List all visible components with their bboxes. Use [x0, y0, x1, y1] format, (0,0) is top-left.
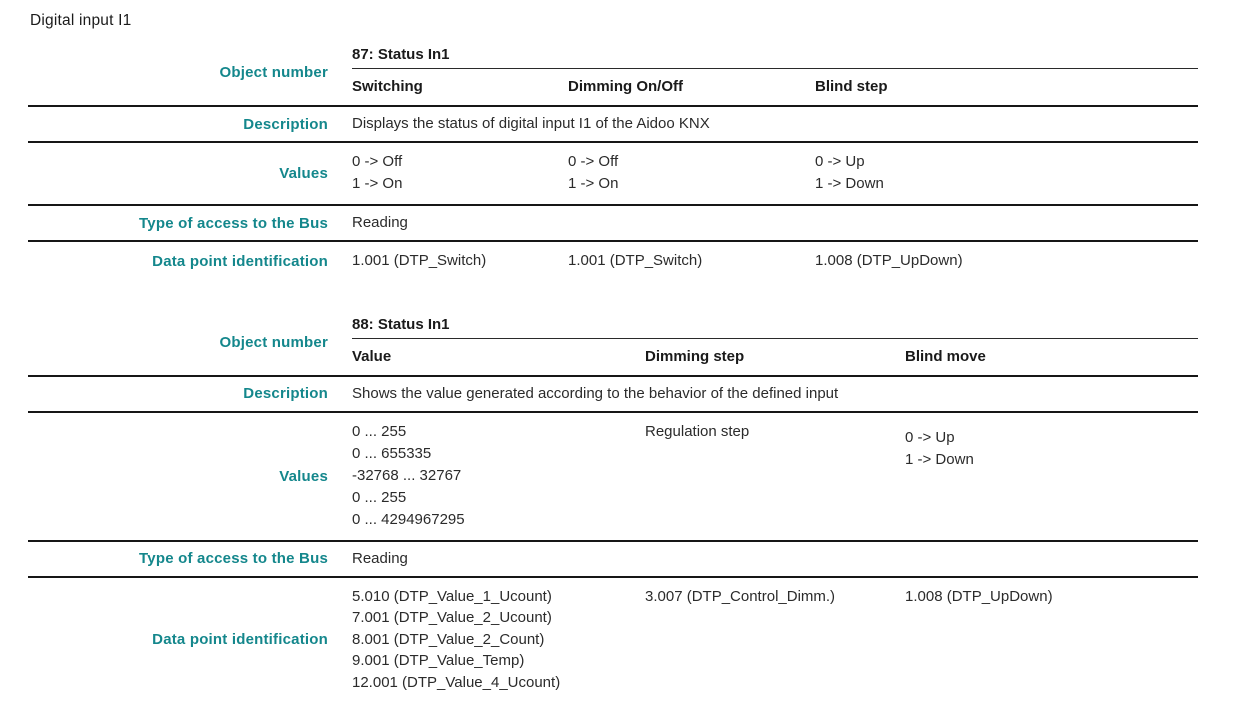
object-table-87: Object number 87: Status In1 Switching D… — [28, 40, 1198, 281]
description-text: Displays the status of digital input I1 … — [328, 107, 1198, 141]
page-title: Digital input I1 — [30, 12, 1256, 30]
values-cell-dimming-onoff: 0 -> Off 1 -> On — [568, 151, 815, 195]
row-label-datapoint: Data point identification — [28, 578, 328, 702]
object-number-content: 87: Status In1 Switching Dimming On/Off … — [328, 40, 1198, 105]
column-headers: Switching Dimming On/Off Blind step — [352, 69, 1198, 105]
row-label-description: Description — [28, 107, 328, 141]
datapoint-cell-dimming-step: 3.007 (DTP_Control_Dimm.) — [645, 586, 905, 694]
values-row: Values 0 -> Off 1 -> On 0 -> Off 1 -> On… — [28, 143, 1198, 206]
description-row: Description Shows the value generated ac… — [28, 377, 1198, 413]
datapoint-cell-switching: 1.001 (DTP_Switch) — [352, 250, 568, 272]
access-value: Reading — [328, 206, 1198, 240]
access-row: Type of access to the Bus Reading — [28, 206, 1198, 242]
datapoint-cell-blind-step: 1.008 (DTP_UpDown) — [815, 250, 1198, 272]
description-text: Shows the value generated according to t… — [328, 377, 1198, 411]
row-label-object-number: Object number — [28, 310, 328, 375]
object-number-value: 87: Status In1 — [352, 40, 1198, 69]
datapoint-row: Data point identification 5.010 (DTP_Val… — [28, 578, 1198, 702]
row-label-values: Values — [28, 413, 328, 540]
datapoint-content: 5.010 (DTP_Value_1_Ucount) 7.001 (DTP_Va… — [328, 578, 1198, 702]
values-cell-value: 0 ... 255 0 ... 655335 -32768 ... 32767 … — [352, 421, 645, 531]
row-label-object-number: Object number — [28, 40, 328, 105]
values-cell-switching: 0 -> Off 1 -> On — [352, 151, 568, 195]
column-header-dimming-onoff: Dimming On/Off — [568, 78, 815, 95]
access-value: Reading — [328, 542, 1198, 576]
row-label-values: Values — [28, 143, 328, 204]
row-label-description: Description — [28, 377, 328, 411]
object-number-row: Object number 88: Status In1 Value Dimmi… — [28, 310, 1198, 377]
row-label-access: Type of access to the Bus — [28, 206, 328, 240]
column-header-value: Value — [352, 348, 645, 365]
column-headers: Value Dimming step Blind move — [352, 339, 1198, 375]
row-label-datapoint: Data point identification — [28, 242, 328, 281]
datapoint-row: Data point identification 1.001 (DTP_Swi… — [28, 242, 1198, 281]
values-content: 0 ... 255 0 ... 655335 -32768 ... 32767 … — [328, 413, 1198, 540]
row-label-access: Type of access to the Bus — [28, 542, 328, 576]
access-row: Type of access to the Bus Reading — [28, 542, 1198, 578]
datapoint-cell-dimming-onoff: 1.001 (DTP_Switch) — [568, 250, 815, 272]
column-header-blind-move: Blind move — [905, 348, 1198, 365]
values-content: 0 -> Off 1 -> On 0 -> Off 1 -> On 0 -> U… — [328, 143, 1198, 204]
column-header-switching: Switching — [352, 78, 568, 95]
column-header-blind-step: Blind step — [815, 78, 1198, 95]
object-number-value: 88: Status In1 — [352, 310, 1198, 339]
values-cell-blind-move: 0 -> Up 1 -> Down — [905, 421, 1198, 531]
values-row: Values 0 ... 255 0 ... 655335 -32768 ...… — [28, 413, 1198, 542]
object-number-content: 88: Status In1 Value Dimming step Blind … — [328, 310, 1198, 375]
datapoint-cell-value: 5.010 (DTP_Value_1_Ucount) 7.001 (DTP_Va… — [352, 586, 645, 694]
datapoint-cell-blind-move: 1.008 (DTP_UpDown) — [905, 586, 1198, 694]
description-row: Description Displays the status of digit… — [28, 107, 1198, 143]
object-table-88: Object number 88: Status In1 Value Dimmi… — [28, 310, 1198, 702]
values-cell-blind-step: 0 -> Up 1 -> Down — [815, 151, 1198, 195]
object-number-row: Object number 87: Status In1 Switching D… — [28, 40, 1198, 107]
column-header-dimming-step: Dimming step — [645, 348, 905, 365]
datapoint-content: 1.001 (DTP_Switch) 1.001 (DTP_Switch) 1.… — [328, 242, 1198, 281]
values-cell-dimming-step: Regulation step — [645, 421, 905, 531]
